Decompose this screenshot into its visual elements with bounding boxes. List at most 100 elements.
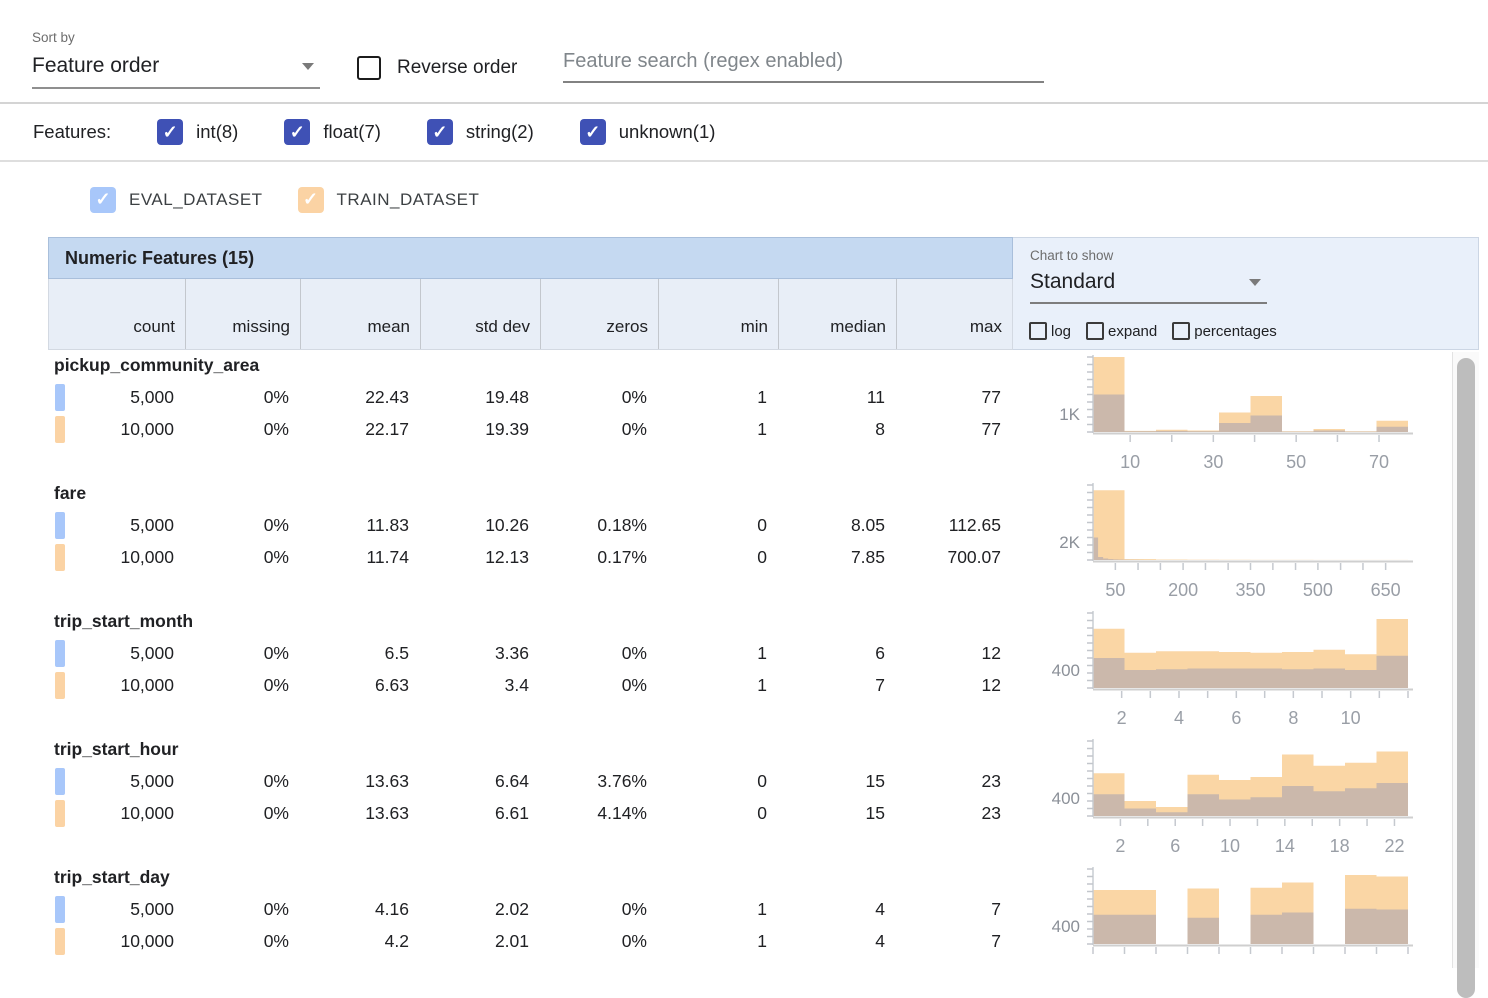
checkbox-checked-icon: ✓ [157,119,183,145]
eval_dataset-bar [1103,559,1108,561]
feature-search-input[interactable] [563,46,1044,83]
column-header-std-dev: std dev [420,279,540,349]
feature-type-filter-int[interactable]: ✓ int(8) [157,119,238,145]
checkbox-unchecked-icon [1172,322,1190,340]
eval_dataset-bar [1125,670,1157,688]
column-header-median: median [778,279,896,349]
svg-text:400: 400 [1052,661,1080,680]
stat-cell: 1 [657,675,777,696]
chart-options: log expand percentages [1029,322,1292,340]
stat-cell: 12 [895,643,1011,664]
eval_dataset-bar [1156,669,1188,688]
svg-text:200: 200 [1168,580,1198,600]
stat-cell: 4 [777,899,895,920]
scrollbar-thumb[interactable] [1457,358,1475,998]
svg-text:500: 500 [1303,580,1333,600]
svg-text:6: 6 [1231,708,1241,728]
sort-by-dropdown[interactable]: Feature order [32,54,320,89]
filter-label: int(8) [196,121,238,143]
eval_dataset-bar [1345,788,1377,816]
chart-option-percentages[interactable]: percentages [1172,322,1277,340]
svg-text:22: 22 [1384,836,1404,856]
feature-type-filter-bar: Features: ✓int(8)✓float(7)✓string(2)✓unk… [0,104,1488,162]
stat-cell: 11 [777,387,895,408]
eval_dataset-bar [1219,800,1251,817]
chart-type-dropdown[interactable]: Standard [1030,270,1267,304]
svg-text:650: 650 [1371,580,1401,600]
svg-text:10: 10 [1120,452,1140,472]
stat-cell: 7 [895,931,1011,952]
eval_dataset-bar [1125,809,1157,817]
train-dataset-swatch [55,800,65,827]
stat-cell: 10,000 [48,419,184,440]
train-dataset-swatch [55,416,65,443]
stat-cell: 0.17% [539,547,657,568]
eval-dataset-swatch [55,768,65,795]
reverse-order-label: Reverse order [397,57,517,79]
stat-cell: 1 [657,931,777,952]
vertical-scrollbar[interactable] [1452,352,1479,968]
dataset-toggle-eval_dataset[interactable]: ✓ EVAL_DATASET [90,187,263,213]
stat-cell: 6.5 [299,643,419,664]
filter-label: unknown(1) [619,121,716,143]
column-header-zeros: zeros [540,279,658,349]
feature-type-filter-unknown[interactable]: ✓unknown(1) [580,119,716,145]
reverse-order-checkbox[interactable]: Reverse order [357,56,517,80]
eval_dataset-bar [1093,794,1125,816]
stat-cell: 3.36 [419,643,539,664]
trip_start_day-histogram: 400 [1013,862,1436,990]
eval-dataset-swatch [55,896,65,923]
stat-cell: 7 [895,899,1011,920]
stat-cell: 15 [777,771,895,792]
feature-name: trip_start_day [54,867,170,888]
eval_dataset-bar [1108,559,1113,560]
chart-option-expand[interactable]: expand [1086,322,1157,340]
stat-cell: 7.85 [777,547,895,568]
eval_dataset-bar [1188,431,1220,432]
stat-cell: 5,000 [48,387,184,408]
stat-cell: 0% [184,387,299,408]
stat-cell: 1 [657,899,777,920]
stat-cell: 23 [895,771,1011,792]
checkbox-checked-icon: ✓ [427,119,453,145]
table-title: Numeric Features (15) [48,237,1013,279]
dataset-toggle-train_dataset[interactable]: ✓TRAIN_DATASET [298,187,480,213]
stat-cell: 0% [184,931,299,952]
stat-cell: 6.63 [299,675,419,696]
checkbox-checked-icon: ✓ [284,119,310,145]
eval_dataset-bar [1251,915,1283,944]
chart-option-label: percentages [1194,323,1277,340]
stat-cell: 10,000 [48,547,184,568]
stat-cell: 10,000 [48,803,184,824]
eval_dataset-bar [1093,395,1125,433]
checkbox-checked-icon: ✓ [90,187,116,213]
chart-option-log[interactable]: log [1029,322,1071,340]
svg-text:2: 2 [1117,708,1127,728]
filter-label: float(7) [323,121,381,143]
feature-type-filter-string[interactable]: ✓string(2) [427,119,534,145]
feature-name: pickup_community_area [54,355,259,376]
eval_dataset-bar [1345,670,1377,688]
column-header-mean: mean [300,279,420,349]
feature-search [563,46,1044,83]
stat-cell: 11.74 [299,547,419,568]
chart-option-label: expand [1108,323,1157,340]
svg-text:2: 2 [1115,836,1125,856]
sort-by-label: Sort by [32,30,75,45]
svg-text:4: 4 [1174,708,1184,728]
stat-cell: 0% [539,675,657,696]
feature-type-filter-float[interactable]: ✓ float(7) [284,119,381,145]
eval-dataset-swatch [55,512,65,539]
eval_dataset-bar [1188,918,1220,944]
stat-cell: 2.01 [419,931,539,952]
dataset-label: EVAL_DATASET [129,190,263,210]
eval_dataset-bar [1188,794,1220,816]
stat-cell: 0% [184,419,299,440]
